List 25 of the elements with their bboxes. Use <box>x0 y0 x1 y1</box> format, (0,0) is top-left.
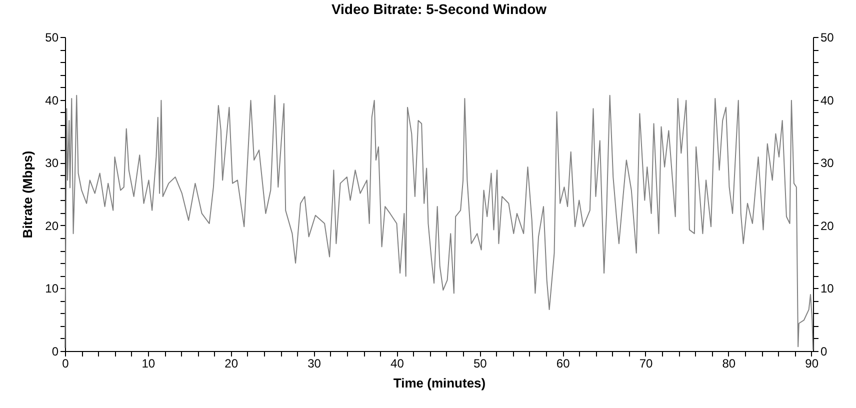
y-tick-label: 20 <box>45 218 59 233</box>
y-axis-title: Bitrate (Mbps) <box>20 150 36 238</box>
y2-tick-label: 0 <box>820 344 828 358</box>
y2-tick-label: 50 <box>820 30 834 44</box>
y2-tick-label: 40 <box>820 93 834 108</box>
x-tick-label: 90 <box>805 356 819 370</box>
y2-tick-label: 10 <box>820 282 834 296</box>
x-tick-label: 30 <box>308 356 322 370</box>
chart-title: Video Bitrate: 5-Second Window <box>331 1 547 17</box>
y2-tick-label: 30 <box>820 156 834 170</box>
x-axis-title: Time (minutes) <box>393 376 486 390</box>
x-tick-label: 0 <box>62 356 70 370</box>
x-tick-label: 80 <box>722 356 736 370</box>
x-tick-label: 70 <box>639 356 653 370</box>
y-tick-label: 50 <box>45 30 59 44</box>
x-tick-label: 60 <box>556 356 570 370</box>
y-tick-label: 10 <box>45 282 59 296</box>
x-tick-label: 20 <box>224 356 238 370</box>
y-tick-label: 30 <box>45 156 59 170</box>
x-tick-label: 40 <box>390 356 404 370</box>
x-tick-label: 50 <box>473 356 488 370</box>
x-tick-label: 10 <box>142 356 156 370</box>
y-tick-label: 40 <box>45 93 59 108</box>
y-tick-label: 0 <box>52 344 59 358</box>
y2-tick-label: 20 <box>820 218 834 233</box>
